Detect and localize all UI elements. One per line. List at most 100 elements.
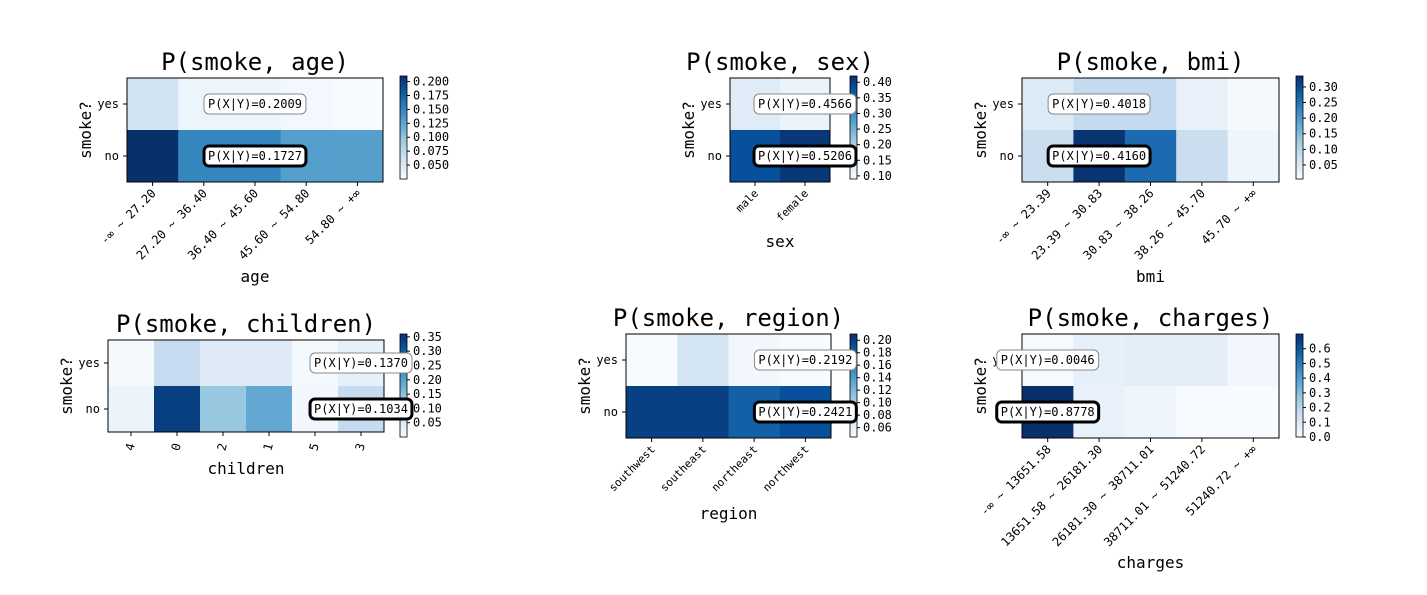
colorbar-tick-label: 0.20 [1309, 111, 1338, 125]
colorbar-tick-label: 0.05 [413, 416, 442, 430]
colorbar-tick-label: 0.3 [1309, 386, 1331, 400]
y-tick-label: no [86, 402, 100, 416]
annotation-text: P(X|Y)=0.2009 [208, 97, 302, 111]
x-tick-label: southeast [658, 443, 709, 494]
probability-annotation: P(X|Y)=0.2009 [203, 93, 307, 115]
annotation-box [309, 352, 413, 374]
chart-title: P(smoke, region) [613, 304, 844, 332]
colorbar-tick-label: 0.15 [1309, 127, 1338, 141]
probability-annotation: P(X|Y)=0.4018 [1047, 93, 1151, 115]
heatmap-cell [246, 340, 293, 387]
colorbar-tick-label: 0.40 [863, 75, 892, 89]
x-tick-label: 45.70 ~ +∞ [1198, 186, 1259, 247]
annotation-box [203, 93, 307, 115]
annotation-box [752, 400, 858, 424]
colorbar-tick-label: 0.15 [863, 153, 892, 167]
x-tick-label: 26181.30 ~ 38711.01 [1050, 442, 1157, 549]
y-axis-label: smoke? [76, 101, 95, 159]
colorbar [399, 333, 408, 438]
heatmap-cell [200, 340, 247, 387]
colorbar-tick-label: 0.20 [863, 333, 892, 347]
heatmap-cell [1124, 386, 1177, 439]
y-tick-label: no [105, 149, 119, 163]
colorbar-tick-label: 0.5 [1309, 356, 1331, 370]
colorbar-tick-label: 0.35 [413, 330, 442, 344]
y-tick-label: yes [700, 97, 722, 111]
heatmap-cell [1176, 78, 1229, 131]
colorbar-tick-label: 0.05 [1309, 158, 1338, 172]
x-tick-label: 3 [352, 442, 367, 453]
probability-annotation: P(X|Y)=0.1727 [202, 144, 308, 168]
heatmap-cell [200, 386, 247, 433]
heatmap-cell [1227, 78, 1280, 131]
chart-title: P(smoke, charges) [1028, 304, 1274, 332]
x-axis-label: charges [1117, 553, 1184, 572]
heatmap-cell [1124, 334, 1177, 387]
colorbar-tick-label: 0.10 [413, 401, 442, 415]
heatmap-cell [1227, 334, 1280, 387]
heatmap-cell [154, 340, 201, 387]
annotation-box [308, 397, 414, 421]
annotation-box [1047, 93, 1151, 115]
colorbar-tick-label: 0.2 [1309, 401, 1331, 415]
probability-annotation: P(X|Y)=0.0046 [996, 349, 1100, 371]
probability-annotation: P(X|Y)=0.1370 [309, 352, 413, 374]
chart-title: P(smoke, children) [116, 310, 376, 338]
annotation-box [753, 349, 857, 371]
x-axis-label: sex [766, 232, 795, 251]
y-tick-label: yes [992, 97, 1014, 111]
colorbar-tick-label: 0.10 [1309, 142, 1338, 156]
heatmap-cell [626, 386, 678, 439]
y-tick-label: no [1000, 149, 1014, 163]
x-tick-label: 1 [260, 442, 275, 453]
chart-title: P(smoke, sex) [686, 48, 874, 76]
colorbar-tick-label: 0.30 [413, 344, 442, 358]
heatmap-cell [1176, 130, 1229, 183]
x-tick-label: male [733, 187, 761, 215]
heatmap-cell [331, 130, 384, 183]
annotation-box [995, 400, 1101, 424]
colorbar-tick-label: 0.175 [413, 88, 449, 102]
x-tick-label: 0 [168, 442, 183, 453]
x-axis-label: bmi [1136, 267, 1165, 286]
colorbar-tick-label: 0.25 [863, 122, 892, 136]
colorbar-tick-label: 0.06 [863, 421, 892, 435]
colorbar-tick-label: 0.100 [413, 130, 449, 144]
probability-annotation: P(X|Y)=0.1034 [308, 397, 414, 421]
plot-frame [107, 339, 385, 433]
heatmap-cell [331, 78, 384, 131]
annotation-text: P(X|Y)=0.1034 [314, 402, 408, 416]
heatmap-cell [1176, 334, 1229, 387]
heatmap-cell [1227, 130, 1280, 183]
colorbar [399, 75, 408, 180]
probability-annotation: P(X|Y)=0.4566 [753, 93, 857, 115]
colorbar-tick-label: 0.25 [413, 358, 442, 372]
annotation-text: P(X|Y)=0.4566 [758, 97, 852, 111]
heatmap-panel-2: P(smoke, sex) yes no smoke? male female sex 0.1… [679, 48, 892, 251]
heatmap-cell [677, 334, 729, 387]
annotation-text: P(X|Y)=0.2421 [758, 405, 852, 419]
probability-annotation: P(X|Y)=0.8778 [995, 400, 1101, 424]
colorbar-tick-label: 0.10 [863, 396, 892, 410]
heatmap-cell [108, 386, 155, 433]
annotation-text: P(X|Y)=0.8778 [1001, 405, 1095, 419]
x-tick-label: 38711.01 ~ 51240.72 [1101, 442, 1208, 549]
x-axis-label: region [700, 504, 758, 523]
annotation-text: P(X|Y)=0.4018 [1052, 97, 1146, 111]
colorbar [1295, 333, 1304, 438]
x-tick-label: northwest [760, 443, 811, 494]
colorbar [849, 75, 858, 180]
y-axis-label: smoke? [971, 101, 990, 159]
annotation-text: P(X|Y)=0.1727 [208, 149, 302, 163]
plot-frame [625, 333, 832, 439]
x-tick-label: female [774, 187, 811, 224]
colorbar-tick-label: 0.6 [1309, 342, 1331, 356]
probability-annotation: P(X|Y)=0.4160 [1046, 144, 1152, 168]
colorbar-tick-label: 0.30 [1309, 80, 1338, 94]
colorbar-tick-label: 0.15 [413, 387, 442, 401]
colorbar-tick-label: 0.20 [413, 373, 442, 387]
colorbar-tick-label: 0.14 [863, 371, 892, 385]
x-tick-label: southwest [606, 443, 657, 494]
x-tick-label: 54.80 ~ +∞ [303, 186, 364, 247]
annotation-box [753, 93, 857, 115]
